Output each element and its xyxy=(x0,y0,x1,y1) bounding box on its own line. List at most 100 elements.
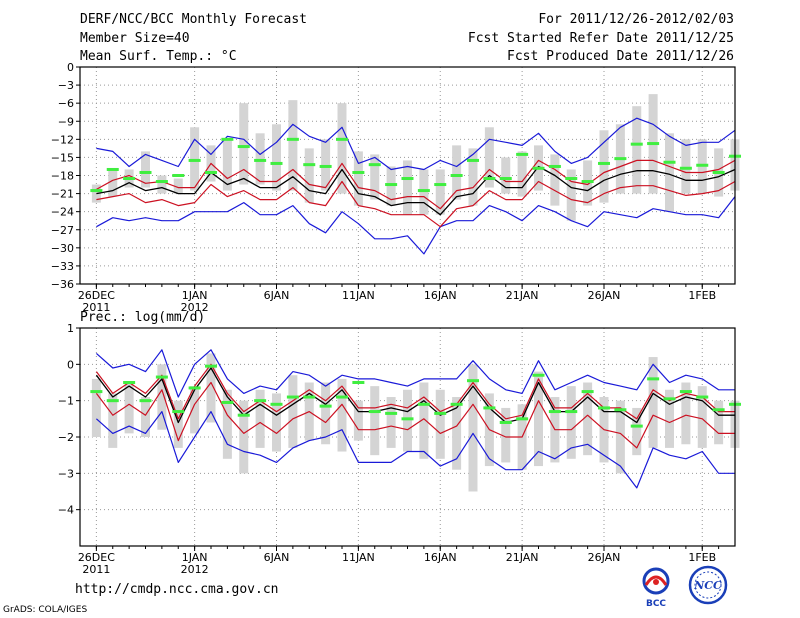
y-tick-label: −3 xyxy=(58,79,74,92)
ensemble-marker xyxy=(221,400,234,404)
ensemble-marker xyxy=(630,424,643,428)
ensemble-marker xyxy=(205,364,217,368)
ensemble-marker xyxy=(516,152,529,156)
ensemble-box xyxy=(173,178,183,194)
ensemble-marker xyxy=(254,399,267,403)
y-tick-label: −18 xyxy=(51,170,74,183)
ensemble-marker xyxy=(450,402,463,406)
ensemble-box xyxy=(222,139,232,191)
median-line xyxy=(95,367,735,424)
ensemble-box xyxy=(124,382,134,434)
x-tick-label: 1FEB xyxy=(688,551,716,564)
ensemble-box xyxy=(288,375,298,448)
ensemble-box xyxy=(599,130,609,203)
ensemble-marker xyxy=(90,189,103,193)
ensemble-box xyxy=(141,397,150,437)
y-tick-label: −3 xyxy=(58,467,74,480)
refer-date: Fcst Started Refer Date 2011/12/25 xyxy=(467,31,734,46)
minimum-line xyxy=(96,196,736,255)
x-tick-year-label: 2012 xyxy=(181,563,209,576)
ensemble-box xyxy=(321,139,331,191)
ensemble-marker xyxy=(205,170,217,174)
ensemble-box xyxy=(321,382,331,445)
ensemble-marker xyxy=(548,164,561,168)
x-tick-label: 6JAN xyxy=(264,289,290,302)
variable-label: Mean Surf. Temp.: °C xyxy=(80,49,237,64)
ensemble-marker xyxy=(401,417,414,421)
ensemble-marker xyxy=(368,163,381,167)
ensemble-box xyxy=(353,151,363,206)
ensemble-box xyxy=(665,389,674,448)
y-tick-label: −6 xyxy=(58,97,74,110)
ensemble-marker xyxy=(123,381,136,384)
ensemble-marker xyxy=(679,166,692,170)
panel-temperature: 0−3−6−9−12−15−18−21−24−27−30−33−3626DEC2… xyxy=(51,61,741,314)
ensemble-marker xyxy=(221,137,234,141)
ensemble-box xyxy=(239,103,249,185)
y-tick-label: −12 xyxy=(51,133,74,146)
x-tick-label: 1JAN xyxy=(182,289,208,302)
ensemble-marker xyxy=(565,177,578,181)
ensemble-marker xyxy=(630,142,643,146)
ensemble-box xyxy=(239,400,249,474)
ensemble-box xyxy=(419,169,429,215)
ensemble-marker xyxy=(663,160,676,164)
ensemble-box xyxy=(370,386,380,456)
ensemble-box xyxy=(435,169,445,215)
x-tick-label: 26DEC xyxy=(78,551,115,564)
source-url[interactable]: http://cmdp.ncc.cma.gov.cn xyxy=(75,582,279,597)
ensemble-marker xyxy=(614,157,627,161)
ensemble-box xyxy=(337,378,347,452)
ensemble-box xyxy=(419,382,429,459)
ensemble-box xyxy=(566,386,576,459)
ensemble-box xyxy=(403,160,412,215)
ensemble-marker xyxy=(712,170,725,174)
minimum-line xyxy=(96,411,735,489)
ensemble-box xyxy=(452,397,462,470)
ensemble-box xyxy=(714,400,724,445)
ensemble-box xyxy=(141,151,150,188)
ensemble-box xyxy=(272,124,281,191)
ensemble-marker xyxy=(106,399,119,403)
lower-quartile-line xyxy=(96,180,736,228)
ensemble-marker xyxy=(679,390,692,394)
ensemble-marker xyxy=(712,408,725,412)
y-tick-label: −21 xyxy=(51,188,74,201)
ensemble-marker xyxy=(417,402,430,406)
x-tick-year-label: 2011 xyxy=(82,563,110,576)
lower-quartile-line xyxy=(95,381,735,449)
ensemble-marker xyxy=(516,417,529,421)
ensemble-box xyxy=(386,397,396,448)
ensemble-marker xyxy=(565,410,578,414)
ensemble-box xyxy=(517,151,527,197)
upper-quartile-line xyxy=(95,363,735,420)
ensemble-box xyxy=(370,154,380,200)
ensemble-box xyxy=(665,133,674,212)
ensemble-box xyxy=(681,382,691,445)
ensemble-marker xyxy=(336,137,348,141)
ensemble-marker xyxy=(696,163,709,167)
ensemble-marker xyxy=(286,395,299,399)
ensemble-box xyxy=(255,133,265,185)
y-tick-label: −33 xyxy=(51,260,74,273)
x-tick-label: 26DEC xyxy=(78,289,115,302)
precip-panel-label: Prec.: log(mm/d) xyxy=(80,310,206,325)
ensemble-marker xyxy=(237,145,250,149)
y-tick-label: −15 xyxy=(51,151,74,164)
ensemble-marker xyxy=(123,177,136,181)
ensemble-box xyxy=(468,364,478,492)
ncc-logo: NCC xyxy=(688,565,728,605)
ensemble-box xyxy=(452,145,462,200)
y-tick-label: 0 xyxy=(67,358,74,371)
median-line xyxy=(96,165,736,216)
ensemble-box xyxy=(484,127,494,188)
ensemble-box xyxy=(190,386,200,434)
ensemble-box xyxy=(157,364,167,430)
ensemble-box xyxy=(583,160,593,206)
ensemble-marker xyxy=(614,408,627,412)
y-tick-label: −4 xyxy=(58,504,74,517)
maximum-line xyxy=(96,349,735,398)
ensemble-marker xyxy=(467,158,479,162)
ensemble-marker xyxy=(172,174,185,177)
